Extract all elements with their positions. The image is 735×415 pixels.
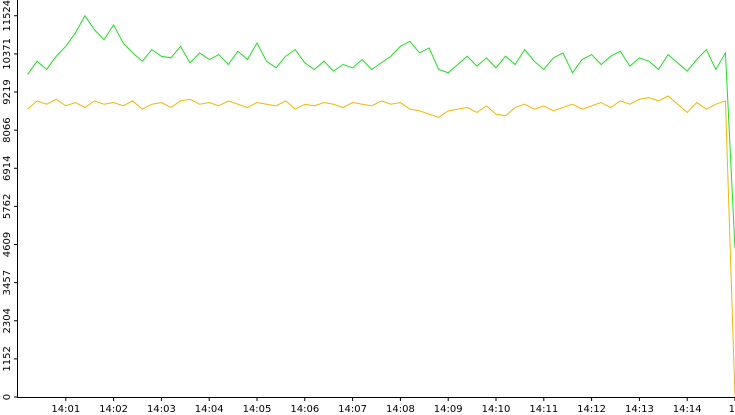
y-tick-label: 9219 [2, 79, 13, 104]
x-tick-label: 14:02 [99, 404, 128, 415]
x-tick-label: 14:04 [195, 404, 224, 415]
y-tick-label: 10371 [2, 38, 13, 70]
y-tick-label: 2304 [2, 308, 13, 333]
y-tick-label: 5762 [2, 194, 13, 219]
x-tick-label: 14:01 [51, 404, 80, 415]
x-tick-label: 14:11 [529, 404, 558, 415]
y-tick-label: 1152 [2, 346, 13, 371]
series-line [27, 14, 735, 249]
x-tick-label: 14:08 [386, 404, 415, 415]
y-tick-label: 11524 [2, 0, 13, 32]
series-line [27, 95, 735, 398]
x-tick-label: 14:03 [147, 404, 176, 415]
x-tick-label: 14:05 [243, 404, 272, 415]
x-tick-label: 14:10 [482, 404, 511, 415]
y-tick-label: 0 [2, 394, 13, 400]
y-tick-label: 3457 [2, 270, 13, 295]
x-tick-label: 14 [729, 404, 735, 415]
y-tick-label: 4609 [2, 232, 13, 257]
y-tick-label: 8066 [2, 117, 13, 142]
x-tick-label: 14:12 [577, 404, 606, 415]
y-tick-label: 6914 [2, 156, 13, 181]
x-tick-label: 14:14 [673, 404, 702, 415]
x-tick-label: 14:09 [434, 404, 463, 415]
x-tick-label: 14:06 [290, 404, 319, 415]
x-tick-label: 14:13 [625, 404, 654, 415]
x-tick-label: 14:07 [338, 404, 367, 415]
